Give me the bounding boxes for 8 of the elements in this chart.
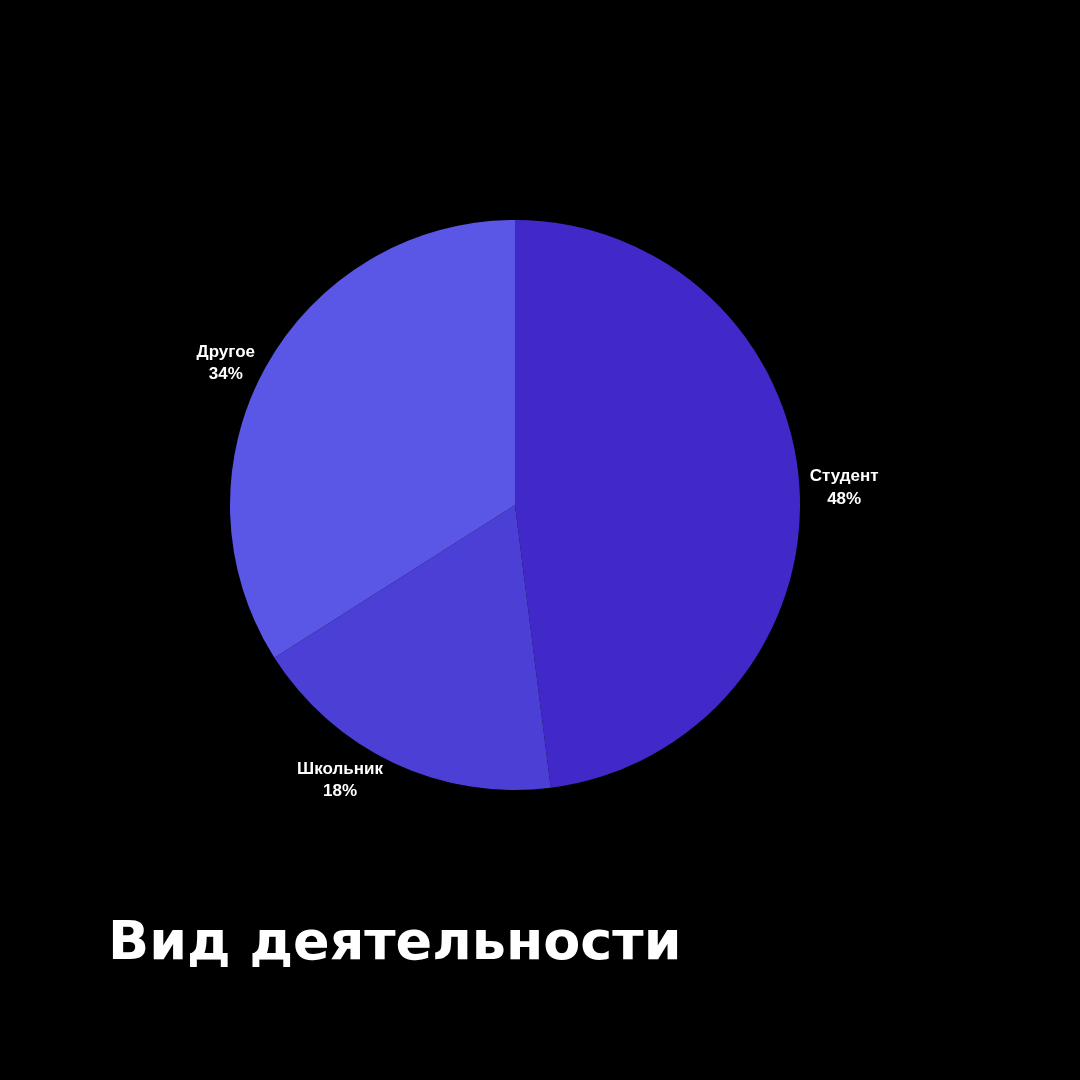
pie-slice: [515, 220, 800, 788]
text: Вид деятельности: [108, 908, 682, 972]
data-label: 48%: [827, 488, 862, 508]
data-label: 34%: [208, 364, 243, 384]
slice-label: Другое: [196, 342, 255, 362]
data-label: 18%: [322, 781, 357, 801]
slice-label: Школьник: [297, 759, 384, 779]
slice-label: Студент: [809, 466, 879, 486]
